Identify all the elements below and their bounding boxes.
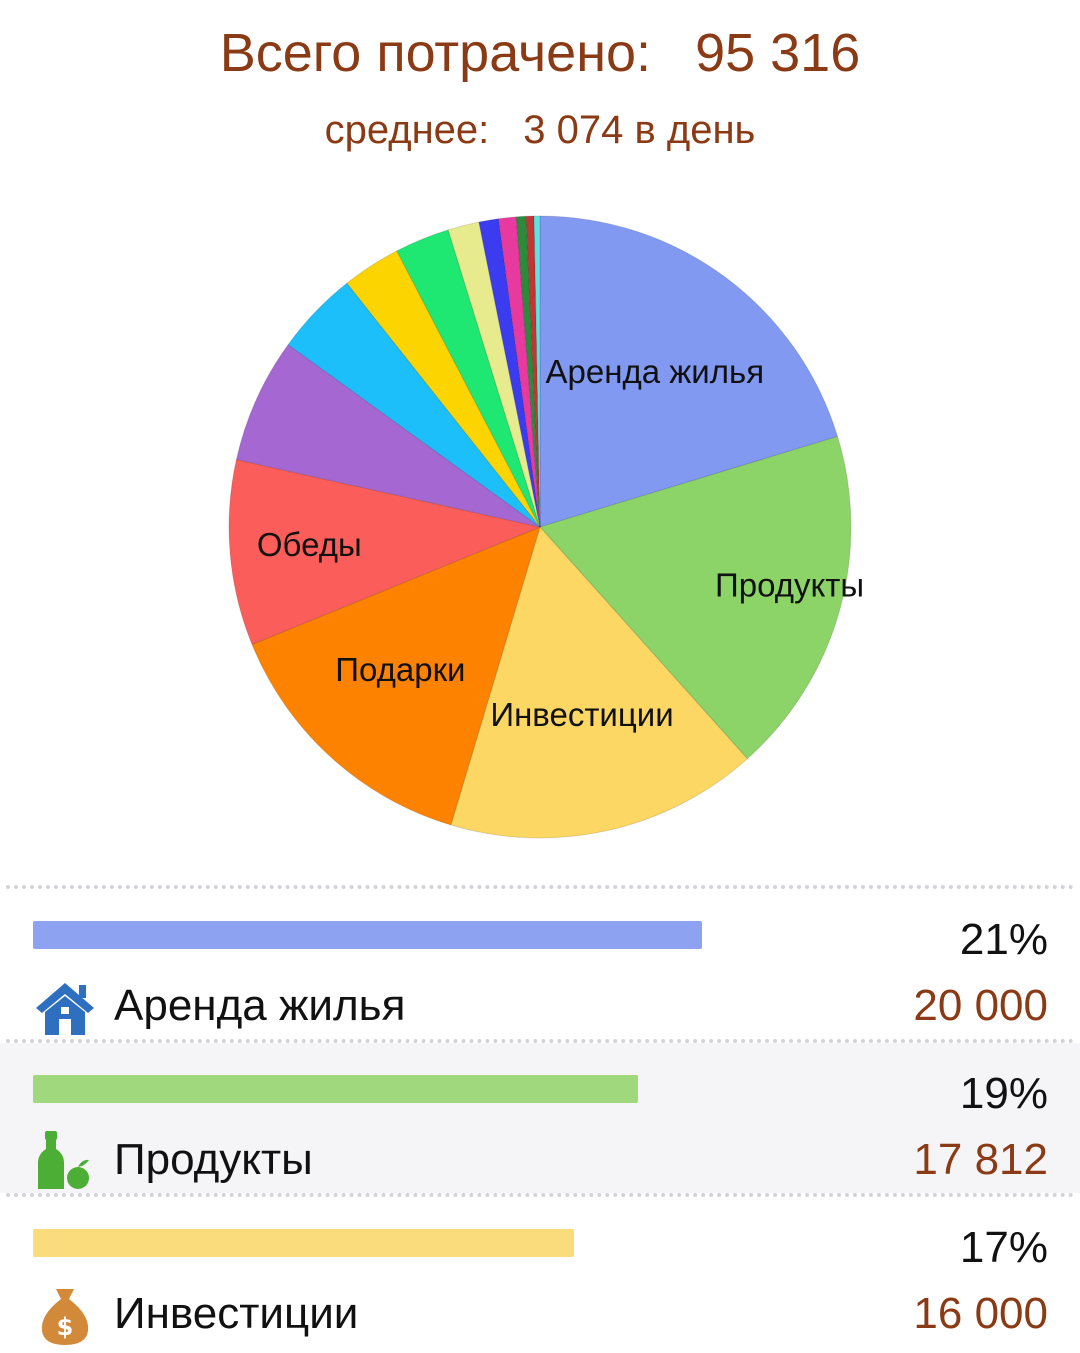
- pie-slice-label: Продукты: [715, 567, 864, 604]
- pie-slice[interactable]: [515, 215, 541, 528]
- divider: [6, 1193, 1074, 1197]
- pie-slice[interactable]: [533, 215, 541, 528]
- pie-slice[interactable]: [346, 250, 541, 528]
- pie-slice[interactable]: [396, 229, 541, 528]
- pie-slice[interactable]: [251, 526, 541, 826]
- pie-slice[interactable]: [525, 215, 541, 528]
- house-icon: [36, 983, 94, 1035]
- total-spent-value: 95 316: [695, 23, 861, 83]
- average-label: среднее:: [324, 108, 490, 152]
- category-name: Продукты: [114, 1135, 313, 1184]
- pie-slice[interactable]: [235, 343, 541, 528]
- category-list: 21% Аренда жилья 20 000 19% Продукты 17 …: [0, 885, 1080, 1347]
- pie-slice[interactable]: [447, 221, 541, 528]
- money-bag-icon: $: [41, 1289, 89, 1345]
- category-row-investments[interactable]: 17% $ Инвестиции 16 000: [0, 1197, 1080, 1347]
- divider: [6, 885, 1074, 889]
- expenses-pie-chart[interactable]: Аренда жилья Продукты Инвестиции Подарки Обе…: [0, 190, 1080, 860]
- pie-slice[interactable]: [287, 282, 541, 528]
- category-name: Инвестиции: [114, 1289, 359, 1338]
- category-row-groceries[interactable]: 19% Продукты 17 812: [0, 1043, 1080, 1193]
- pie-slice-label: Обеды: [257, 526, 362, 563]
- pie-slice[interactable]: [228, 458, 542, 646]
- category-share-bar: [33, 1229, 575, 1257]
- category-amount: 16 000: [913, 1289, 1048, 1338]
- category-share-bar: [33, 921, 702, 949]
- total-spent: Всего потрачено: 95 316: [0, 22, 1080, 84]
- average-spent: среднее: 3 074 в день: [0, 106, 1080, 154]
- pie-slice[interactable]: [478, 218, 541, 528]
- divider: [6, 1039, 1074, 1043]
- total-spent-label: Всего потрачено:: [219, 23, 652, 83]
- pie-slice[interactable]: [539, 215, 839, 528]
- pie-slice[interactable]: [539, 435, 852, 760]
- category-amount: 20 000: [913, 981, 1048, 1030]
- summary-header: Всего потрачено: 95 316 среднее: 3 074 в д…: [0, 0, 1080, 170]
- category-row-rent[interactable]: 21% Аренда жилья 20 000: [0, 889, 1080, 1039]
- category-name: Аренда жилья: [114, 981, 406, 1030]
- pie-slice-label: Подарки: [335, 651, 465, 688]
- category-percent: 17%: [959, 1223, 1048, 1272]
- pie-slice[interactable]: [450, 526, 749, 839]
- category-share-bar: [33, 1075, 638, 1103]
- pie-slice-label: Аренда жилья: [546, 353, 765, 390]
- svg-text:$: $: [57, 1313, 74, 1341]
- average-value: 3 074 в день: [523, 108, 756, 152]
- category-amount: 17 812: [913, 1135, 1048, 1184]
- pie-slice[interactable]: [497, 216, 541, 528]
- category-percent: 21%: [959, 915, 1048, 964]
- category-percent: 19%: [959, 1069, 1048, 1118]
- pie-slice-label: Инвестиции: [490, 696, 673, 733]
- groceries-icon: [38, 1131, 89, 1189]
